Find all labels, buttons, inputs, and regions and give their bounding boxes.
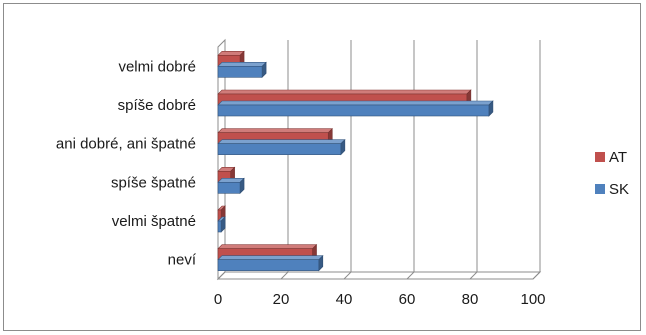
category-label: spíše špatné	[111, 174, 196, 191]
x-tick-label: 40	[336, 291, 353, 308]
x-tick-label: 20	[273, 291, 290, 308]
x-tick-label: 0	[214, 291, 222, 308]
category-label: ani dobré, ani špatné	[56, 136, 196, 153]
gridline-floor	[532, 271, 541, 280]
value-axis: 0 20 40 60 80 100	[214, 291, 546, 308]
gridline-floor	[280, 271, 289, 280]
legend-item-sk: SK	[595, 181, 629, 198]
bar-sk	[217, 138, 346, 156]
gridlines	[217, 40, 541, 280]
category-axis: velmi dobré spíše dobré ani dobré, ani špa…	[56, 58, 197, 268]
bar-sk	[217, 100, 494, 117]
plot-area	[216, 38, 542, 281]
category-label: neví	[168, 252, 197, 269]
x-tick-label: 60	[399, 291, 416, 308]
legend-label: AT	[609, 149, 627, 166]
bar-sk	[217, 61, 267, 79]
gridline-floor	[406, 271, 415, 280]
bar-at	[217, 89, 472, 106]
bars	[217, 50, 494, 272]
floor	[216, 271, 542, 280]
legend-swatch	[595, 184, 605, 194]
category-label: spíše dobré	[118, 97, 196, 114]
legend: AT SK	[595, 149, 629, 198]
legend-swatch	[595, 152, 605, 162]
bar-at	[217, 127, 333, 145]
bar-sk	[217, 216, 226, 233]
category-label: velmi špatné	[112, 213, 196, 230]
legend-item-at: AT	[595, 149, 627, 166]
bar-sk	[217, 177, 245, 195]
x-tick-label: 100	[520, 291, 545, 308]
gridline-floor	[469, 271, 478, 280]
gridline-floor	[343, 271, 352, 280]
x-tick-label: 80	[462, 291, 479, 308]
bar-sk	[217, 254, 324, 272]
category-label: velmi dobré	[118, 58, 196, 75]
legend-label: SK	[609, 181, 629, 198]
gridline-floor	[217, 271, 226, 280]
